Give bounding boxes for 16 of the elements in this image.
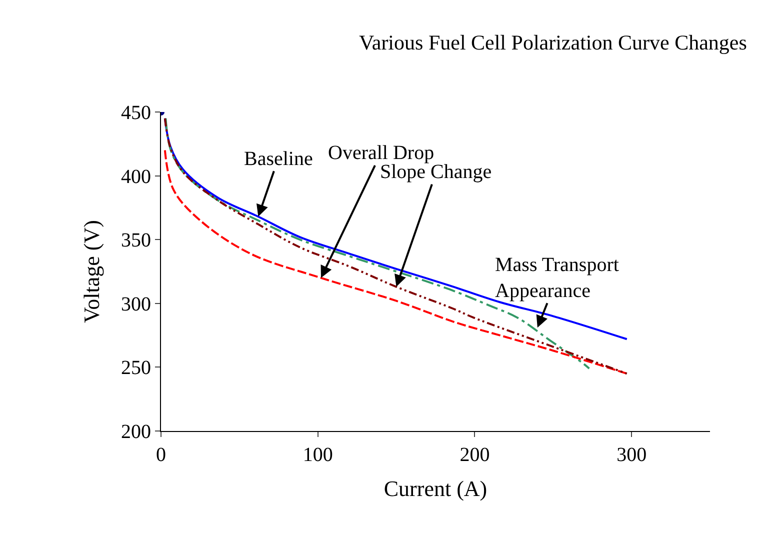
y-tick-label: 400 — [121, 166, 151, 188]
x-tick-label: 100 — [302, 444, 333, 466]
x-tick-label: 0 — [156, 444, 166, 466]
y-tick-label: 250 — [121, 357, 151, 380]
x-tick-label: 200 — [460, 444, 490, 466]
y-tick-label: 200 — [121, 421, 151, 443]
annotation: Mass Transport Appearance — [495, 254, 620, 302]
chart-title: Various Fuel Cell Polarization Curve Changes — [359, 30, 747, 54]
y-tick-label: 300 — [121, 293, 151, 316]
annotation: Overall Drop — [328, 142, 434, 164]
annotation: Baseline — [244, 148, 313, 170]
x-tick-label: 300 — [616, 444, 647, 466]
y-tick-label: 350 — [121, 230, 151, 252]
y-axis-title: Voltage (V) — [78, 220, 104, 323]
y-tick-label: 450 — [121, 102, 151, 124]
x-axis-title: Current (A) — [384, 476, 488, 501]
